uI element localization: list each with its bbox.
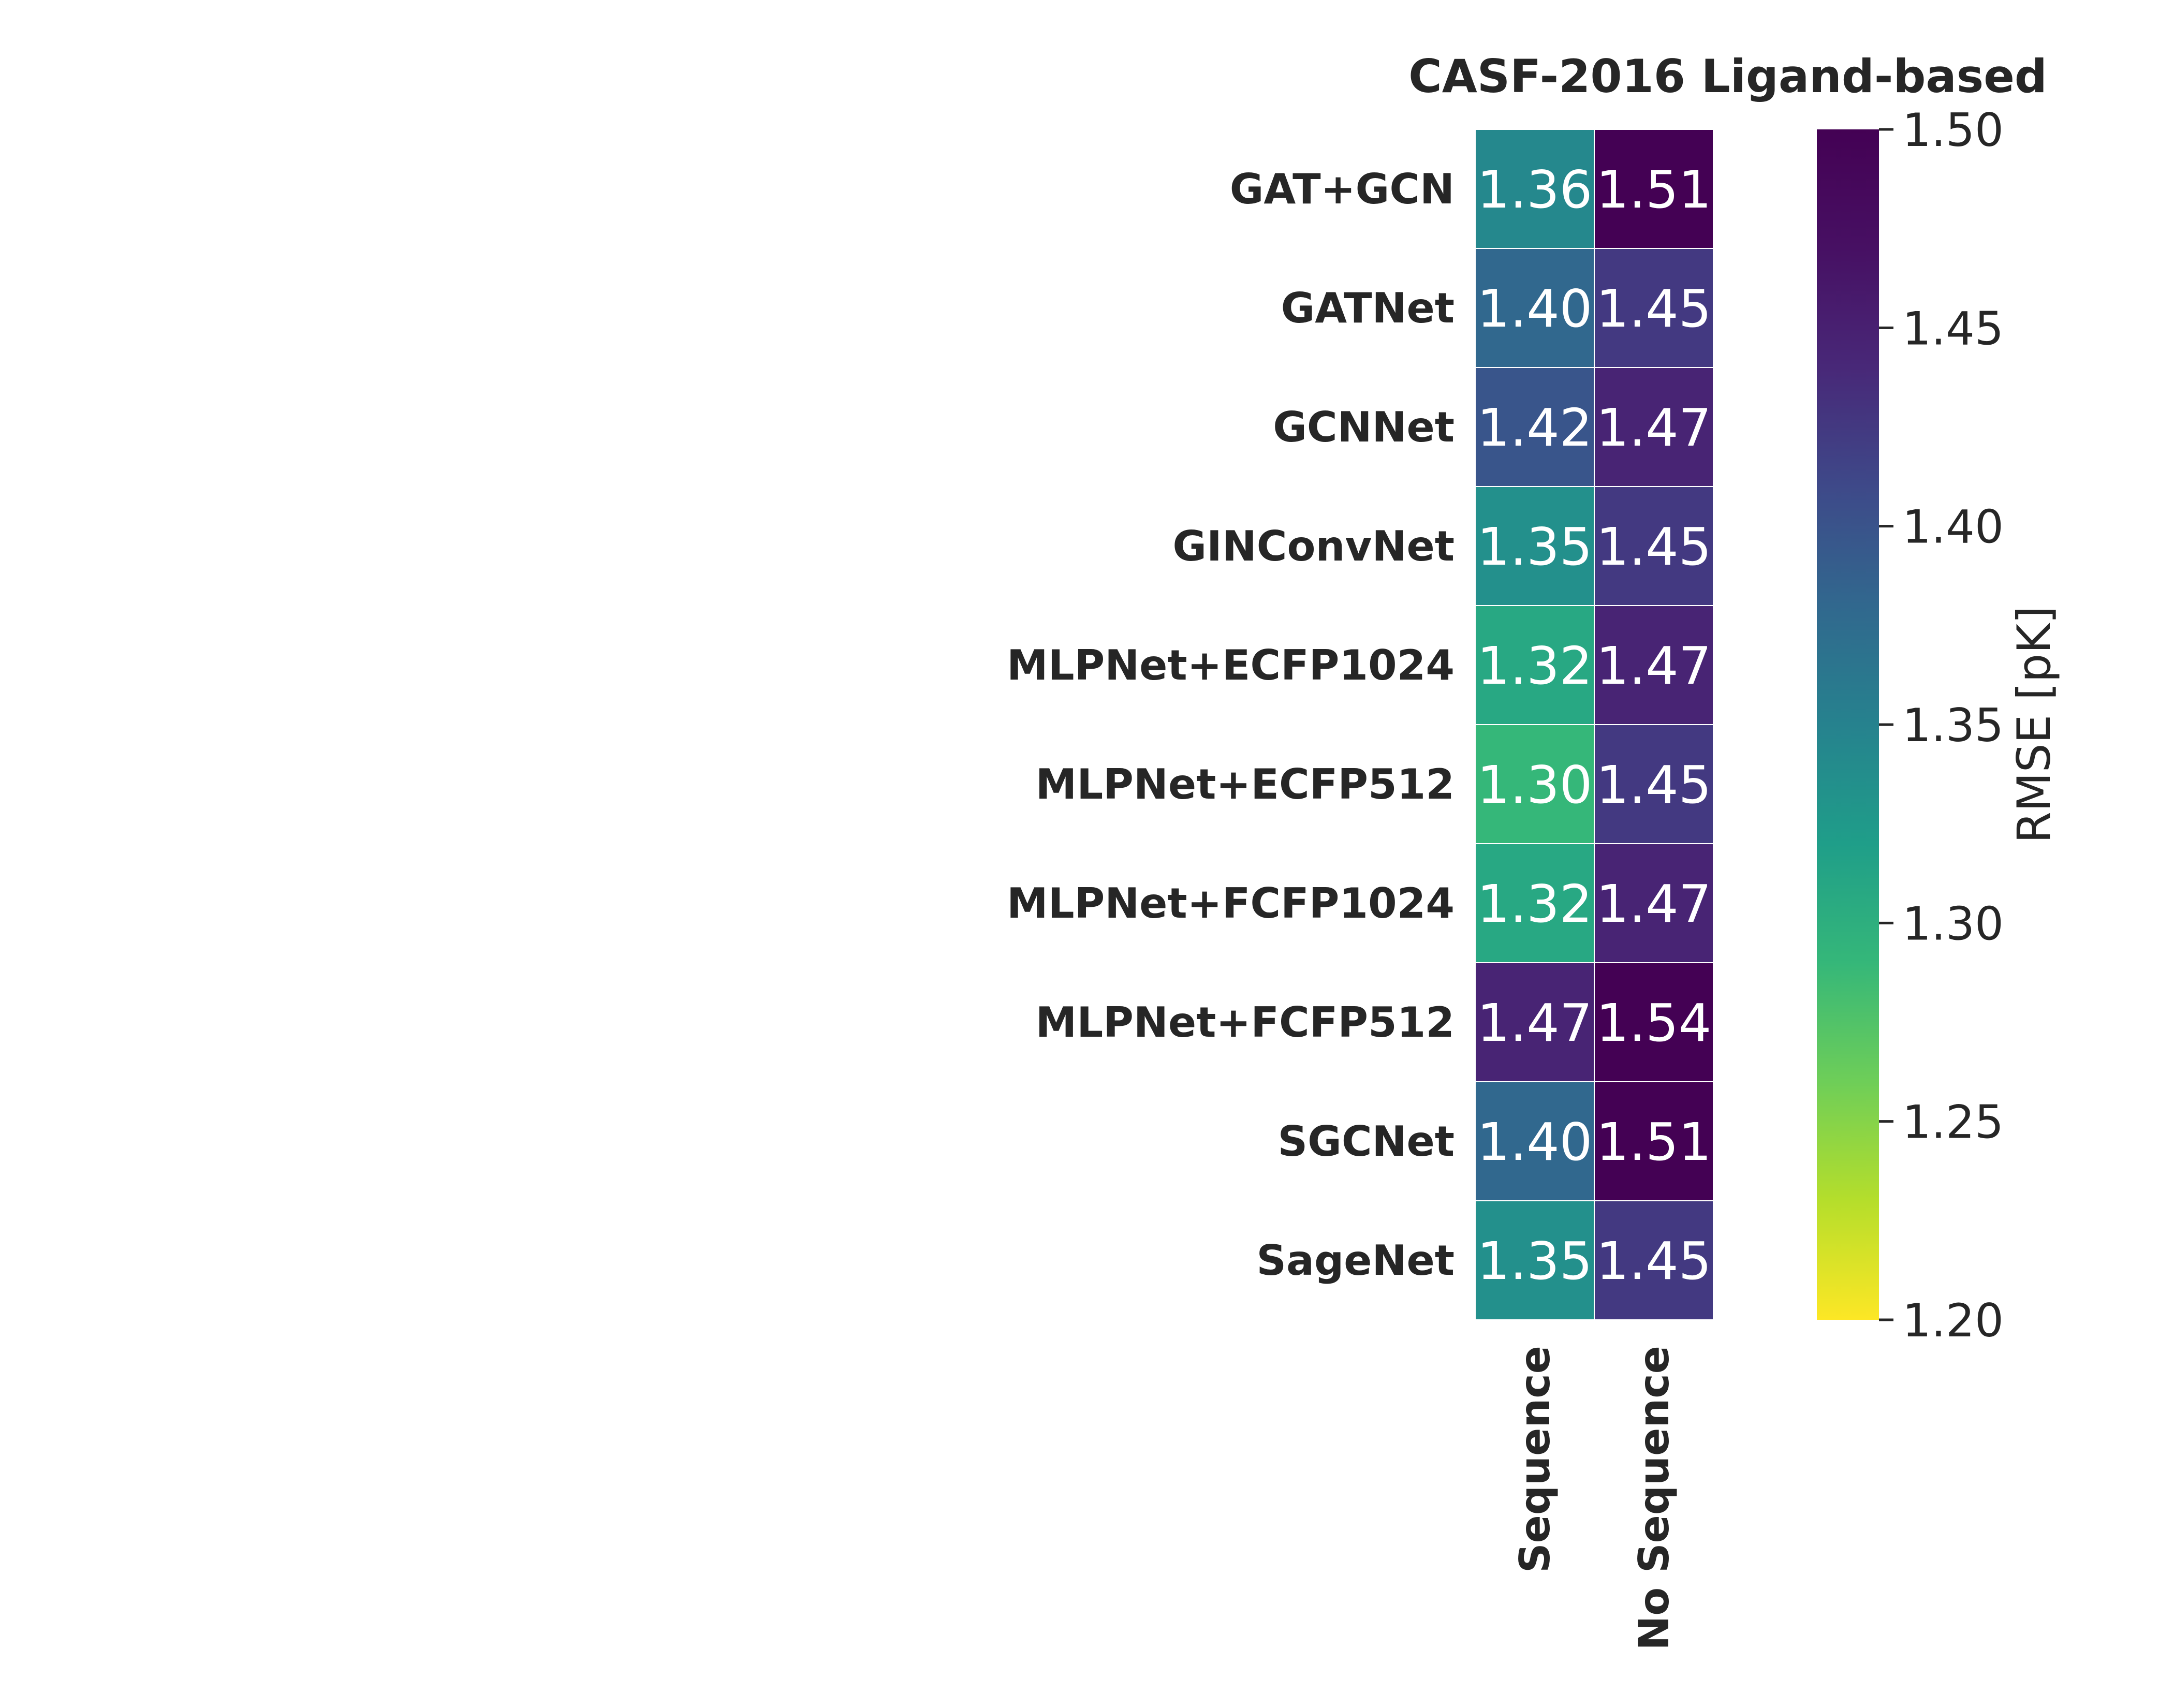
cell-value-label: 1.35: [1477, 517, 1593, 577]
row-label: MLPNet+FCFP512: [1036, 998, 1455, 1047]
column-labels: Sequence No Sequence: [1511, 1346, 1678, 1651]
cell-value-label: 1.47: [1596, 874, 1712, 934]
colorbar-tick-label: 1.30: [1902, 897, 2004, 950]
cell-value-label: 1.45: [1596, 1231, 1712, 1291]
cell-value-label: 1.30: [1477, 755, 1593, 815]
row-label: GCNNet: [1273, 403, 1455, 451]
colorbar-tick-label: 1.35: [1902, 699, 2004, 752]
heatmap-cell: [1594, 367, 1714, 487]
heatmap-cell: [1594, 724, 1714, 844]
row-label: MLPNet+ECFP1024: [1007, 641, 1455, 689]
heatmap-cell: [1475, 962, 1595, 1082]
colorbar-label: RMSE [pK]: [2007, 606, 2061, 844]
row-label: GINConvNet: [1172, 522, 1455, 570]
cell-value-label: 1.45: [1596, 517, 1712, 577]
heatmap-cell: [1475, 248, 1595, 368]
column-label: No Sequence: [1630, 1346, 1678, 1651]
cell-value-label: 1.47: [1596, 636, 1712, 696]
row-label: MLPNet+FCFP1024: [1007, 879, 1455, 927]
cell-value-label: 1.32: [1477, 874, 1593, 934]
colorbar-tick-label: 1.25: [1902, 1096, 2004, 1149]
heatmap-cells: [1475, 129, 1714, 1320]
cell-value-label: 1.36: [1477, 159, 1593, 220]
cell-value-label: 1.45: [1596, 278, 1712, 339]
colorbar-ticks: 1.20 1.25 1.30 1.35 1.40 1.45 1.50: [1879, 104, 2004, 1347]
cell-value-label: 1.40: [1477, 1112, 1593, 1172]
cell-value-label: 1.32: [1477, 636, 1593, 696]
cell-value-label: 1.40: [1477, 278, 1593, 339]
row-label: MLPNet+ECFP512: [1036, 760, 1455, 808]
cell-value-label: 1.51: [1596, 159, 1712, 220]
colorbar-tick-label: 1.20: [1902, 1294, 2004, 1347]
row-labels: GAT+GCN GATNet GCNNet GINConvNet MLPNet+ECFP…: [1007, 165, 1455, 1285]
cell-value-label: 1.45: [1596, 755, 1712, 815]
cell-value-label: 1.47: [1596, 397, 1712, 458]
heatmap-cell: [1475, 1200, 1595, 1320]
heatmap-cell: [1594, 1081, 1714, 1201]
colorbar-tick-label: 1.45: [1902, 302, 2004, 355]
row-label: SageNet: [1256, 1236, 1455, 1285]
column-label: Sequence: [1511, 1346, 1559, 1573]
cell-value-label: 1.35: [1477, 1231, 1593, 1291]
heatmap-cell: [1475, 129, 1595, 249]
cell-value-label: 1.54: [1596, 993, 1712, 1053]
row-label: GATNet: [1281, 284, 1455, 332]
heatmap-cell: [1594, 962, 1714, 1082]
colorbar: 1.20 1.25 1.30 1.35 1.40 1.45 1.50 RMSE [pK]: [1817, 104, 2061, 1347]
colorbar-gradient: [1817, 129, 1879, 1320]
heatmap-cell-labels: 1.36 1.511.40 1.451.42 1.471.35 1.451.32 1.47…: [1477, 159, 1712, 1291]
chart-title: CASF-2016 Ligand-based: [1408, 50, 2047, 103]
heatmap-cell: [1594, 1200, 1714, 1320]
heatmap-cell: [1475, 367, 1595, 487]
heatmap-cell: [1594, 129, 1714, 249]
cell-value-label: 1.42: [1477, 397, 1593, 458]
heatmap-cell: [1475, 843, 1595, 963]
heatmap-cell: [1594, 248, 1714, 368]
colorbar-tick-label: 1.40: [1902, 500, 2004, 554]
heatmap-cell: [1594, 843, 1714, 963]
heatmap-cell: [1594, 486, 1714, 606]
heatmap-cell: [1594, 605, 1714, 725]
row-label: GAT+GCN: [1230, 165, 1455, 213]
heatmap-cell: [1475, 1081, 1595, 1201]
colorbar-tick-label: 1.50: [1902, 104, 2004, 157]
cell-value-label: 1.51: [1596, 1112, 1712, 1172]
cell-value-label: 1.47: [1477, 993, 1593, 1053]
row-label: SGCNet: [1278, 1117, 1455, 1166]
